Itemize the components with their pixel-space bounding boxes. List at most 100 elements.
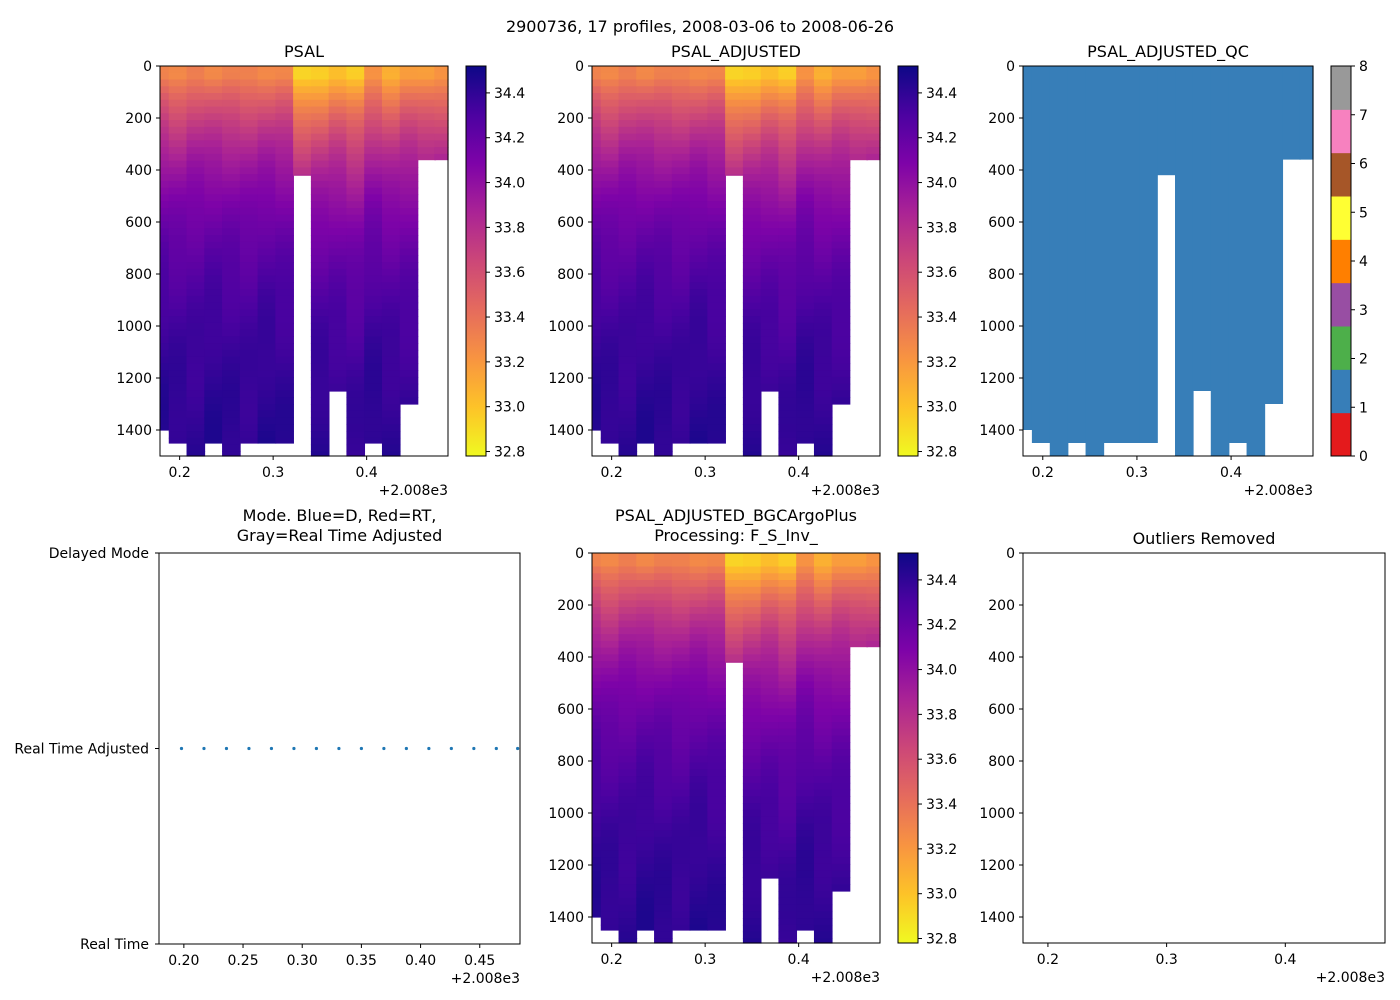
heatmap-cell bbox=[831, 715, 851, 723]
heatmap-cell bbox=[160, 309, 170, 317]
heatmap-cell bbox=[257, 235, 277, 243]
heatmap-cell bbox=[760, 701, 780, 710]
heatmap-cell bbox=[168, 140, 188, 148]
heatmap-cell bbox=[671, 850, 691, 858]
heatmap-cell bbox=[796, 573, 815, 581]
heatmap-cell bbox=[600, 694, 620, 703]
heatmap-cell bbox=[592, 194, 602, 202]
heatmap-cell bbox=[364, 255, 383, 263]
heatmap-cell bbox=[636, 755, 655, 764]
heatmap-cell bbox=[310, 437, 330, 446]
heatmap-cell bbox=[796, 708, 815, 716]
heatmap-cell bbox=[618, 742, 638, 750]
heatmap-cell bbox=[760, 336, 780, 344]
heatmap-cell bbox=[866, 553, 881, 561]
heatmap-cell bbox=[654, 938, 673, 944]
heatmap-cell bbox=[636, 924, 655, 931]
heatmap-cell bbox=[592, 201, 602, 209]
heatmap-cell bbox=[618, 931, 638, 939]
heatmap-cell bbox=[796, 613, 815, 622]
heatmap-cell bbox=[707, 214, 726, 223]
heatmap-cell bbox=[275, 275, 294, 283]
heatmap-cell bbox=[160, 126, 170, 135]
heatmap-cell bbox=[689, 133, 709, 141]
y-tick-label: 400 bbox=[988, 650, 1015, 666]
heatmap-cell bbox=[168, 120, 188, 128]
heatmap-cell bbox=[742, 911, 762, 919]
heatmap-cell bbox=[831, 607, 851, 615]
y-tick-label: 800 bbox=[988, 754, 1015, 770]
heatmap-cell bbox=[204, 133, 223, 141]
heatmap-cell bbox=[346, 376, 366, 385]
heatmap-cell bbox=[222, 140, 241, 148]
heatmap-cell bbox=[742, 343, 762, 351]
heatmap-cell bbox=[600, 66, 620, 74]
heatmap-cell bbox=[600, 789, 620, 797]
heatmap-cell bbox=[778, 410, 798, 419]
heatmap-cell bbox=[381, 329, 401, 337]
heatmap-cell bbox=[831, 187, 851, 196]
heatmap-cell bbox=[222, 390, 241, 398]
heatmap-cell bbox=[186, 363, 206, 371]
heatmap-cell bbox=[222, 397, 241, 405]
heatmap-cell bbox=[310, 140, 330, 148]
heatmap-cell bbox=[618, 809, 638, 818]
heatmap-cell bbox=[257, 66, 277, 74]
heatmap-cell bbox=[239, 255, 259, 263]
heatmap-cell bbox=[654, 147, 673, 155]
heatmap-cell bbox=[778, 701, 798, 710]
heatmap-cell bbox=[778, 857, 798, 865]
heatmap-cell bbox=[636, 133, 655, 141]
heatmap-cell bbox=[654, 600, 673, 608]
heatmap-cell bbox=[346, 187, 366, 196]
colorbar-tick-label: 34.2 bbox=[494, 131, 525, 147]
heatmap-cell bbox=[204, 383, 223, 392]
heatmap-cell bbox=[796, 688, 815, 696]
heatmap-cell bbox=[600, 580, 620, 588]
heatmap-cell bbox=[364, 370, 383, 378]
heatmap-cell bbox=[671, 891, 691, 899]
heatmap-cell bbox=[707, 282, 726, 290]
heatmap-cell bbox=[275, 329, 294, 337]
heatmap-cell bbox=[636, 776, 655, 784]
heatmap-cell bbox=[831, 147, 851, 155]
heatmap-cell bbox=[381, 180, 401, 189]
heatmap-cell bbox=[346, 316, 366, 324]
heatmap-cell bbox=[293, 140, 312, 148]
heatmap-cell bbox=[760, 863, 780, 872]
heatmap-cell bbox=[849, 133, 869, 141]
heatmap-cell bbox=[275, 201, 294, 209]
heatmap-cell bbox=[654, 836, 673, 845]
heatmap-cell bbox=[239, 93, 259, 101]
heatmap-cell bbox=[592, 884, 602, 892]
heatmap-cell bbox=[831, 255, 851, 263]
heatmap-cell bbox=[813, 167, 833, 175]
heatmap-cell bbox=[813, 174, 833, 182]
heatmap-cell bbox=[654, 329, 673, 337]
colorbar-tick-label: 33.8 bbox=[926, 220, 957, 236]
heatmap-cell bbox=[346, 444, 366, 452]
heatmap-cell bbox=[671, 640, 691, 649]
heatmap-cell bbox=[592, 607, 602, 615]
heatmap-cell bbox=[654, 309, 673, 317]
heatmap-cell bbox=[328, 93, 348, 101]
heatmap-cell bbox=[186, 194, 206, 202]
heatmap-cell bbox=[399, 180, 419, 189]
heatmap-cell bbox=[239, 404, 259, 412]
heatmap-cell bbox=[760, 836, 780, 845]
heatmap-cell bbox=[600, 897, 620, 906]
heatmap-cell bbox=[275, 356, 294, 365]
heatmap-cell bbox=[831, 613, 851, 622]
colorbar-tick-label: 34.0 bbox=[926, 176, 957, 192]
heatmap-cell bbox=[742, 931, 762, 939]
heatmap-cell bbox=[600, 370, 620, 378]
heatmap-cell bbox=[222, 444, 241, 452]
heatmap-cell bbox=[328, 106, 348, 114]
y-tick-label: 1200 bbox=[979, 858, 1015, 874]
heatmap-cell bbox=[310, 336, 330, 344]
heatmap-cell bbox=[796, 843, 815, 852]
heatmap-cell bbox=[671, 809, 691, 818]
heatmap-cell bbox=[707, 336, 726, 344]
heatmap-cell bbox=[866, 86, 881, 94]
heatmap-cell bbox=[618, 282, 638, 290]
